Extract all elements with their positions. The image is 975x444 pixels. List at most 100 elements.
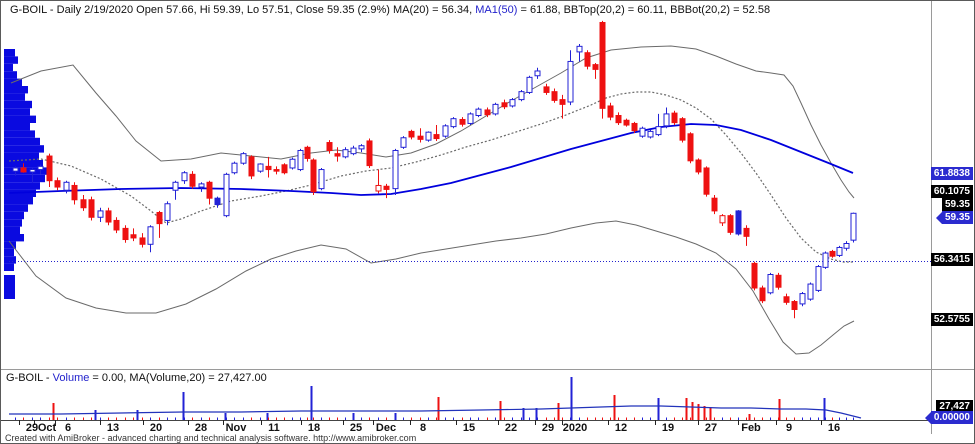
volume-by-price-bar: [4, 275, 15, 299]
value-axis-label: 61.8838: [930, 167, 973, 180]
volume-by-price-bar: [4, 226, 20, 234]
value-axis-label-text: 59.35: [941, 198, 973, 211]
candle-body: [289, 158, 296, 169]
volume-title-series: Volume: [52, 372, 90, 384]
candle-body: [130, 234, 137, 239]
title-bands-text: = 61.88, BBTop(20,2) = 60.11, BBBot(20,2…: [517, 4, 771, 16]
value-axis-label-text: 61.8838: [930, 167, 973, 180]
value-axis-label: 59.35: [941, 198, 973, 211]
candle-body: [719, 215, 726, 224]
x-axis-date-label: 2020: [562, 422, 588, 434]
volume-by-price-bar: [4, 204, 28, 212]
x-axis-date-label: 29: [25, 422, 39, 434]
candle-body: [576, 45, 583, 53]
volume-by-price-bar: [4, 145, 44, 153]
candle-body: [850, 212, 857, 241]
candle-body: [551, 91, 558, 101]
candle-body: [248, 156, 255, 177]
candle-body: [318, 169, 325, 190]
volume-by-price-bar: [4, 123, 30, 131]
candle-body: [655, 126, 662, 136]
bbbot-line: [8, 220, 855, 355]
x-axis-date-label: 15: [462, 422, 476, 434]
value-axis-label: 56.3415: [930, 253, 973, 266]
candle-body: [214, 197, 221, 206]
candle-body: [326, 142, 333, 151]
candle-body: [366, 140, 373, 167]
candle-body: [639, 127, 646, 137]
candle-body: [105, 210, 112, 223]
candle-body: [181, 172, 188, 182]
volume-title-symbol: G-BOIL -: [6, 372, 53, 384]
title-ma50-label: MA1(50): [475, 4, 518, 16]
candle-body: [607, 105, 614, 118]
x-axis-date-label: 16: [827, 422, 841, 434]
x-axis-date-label: Feb: [741, 422, 761, 434]
value-axis-label: 27,427: [936, 400, 973, 413]
x-axis-date-label: 12: [614, 422, 628, 434]
value-axis-label-text: 59.35: [941, 211, 973, 224]
volume-by-price-bar: [4, 211, 24, 220]
candle-body: [822, 252, 829, 268]
candle-body: [450, 118, 457, 128]
amibroker-credit-text: Created with AmiBroker - advanced charti…: [5, 433, 417, 443]
candle-body: [392, 149, 399, 190]
candle-body: [815, 266, 822, 291]
value-axis-label-text: 56.3415: [930, 253, 973, 266]
value-axis-label-text: 60.1075: [930, 185, 973, 198]
main-pane-title: G-BOIL - Daily 2/19/2020 Open 57.66, Hi …: [10, 4, 770, 16]
candle-body: [12, 167, 19, 172]
volume-by-price-bar: [4, 248, 14, 257]
candle-body: [526, 76, 533, 93]
ma50-line: [8, 123, 854, 196]
candle-body: [80, 199, 87, 209]
candle-body: [799, 293, 806, 305]
candle-body: [164, 203, 171, 221]
candle-body: [807, 283, 814, 300]
candle-body: [206, 181, 213, 199]
candle-body: [334, 153, 341, 157]
volume-by-price-bar: [4, 197, 33, 205]
volume-by-price-bar: [4, 56, 18, 64]
volume-by-price-bar: [4, 219, 22, 227]
candle-body: [139, 237, 146, 245]
candle-body: [703, 167, 710, 195]
candle-body: [122, 227, 129, 241]
candle-body: [501, 102, 508, 108]
candle-body: [257, 163, 264, 172]
x-axis-date-label: 8: [419, 422, 427, 434]
x-axis-date-label: 11: [268, 422, 280, 434]
candle-body: [492, 103, 499, 115]
volume-by-price-bar: [4, 63, 13, 72]
x-axis-date-label: 27: [704, 422, 718, 434]
volume-by-price-bar: [4, 263, 14, 271]
volume-pane-title: G-BOIL - Volume = 0.00, MA(Volume,20) = …: [6, 372, 267, 384]
candle-body: [231, 162, 238, 174]
candle-body: [631, 122, 638, 132]
candle-body: [71, 184, 78, 201]
candle-body: [29, 169, 36, 173]
candle-body: [156, 211, 163, 225]
candle-body: [829, 250, 836, 257]
x-axis-date-label: 9: [785, 422, 793, 434]
volume-by-price-bar: [4, 71, 17, 79]
title-ohlc-text: G-BOIL - Daily 2/19/2020 Open 57.66, Hi …: [10, 4, 476, 16]
candle-body: [727, 215, 734, 233]
candle-body: [623, 119, 630, 126]
candle-body: [113, 219, 120, 231]
volume-by-price-bar: [4, 49, 15, 57]
candle-body: [584, 52, 591, 67]
candle-body: [599, 21, 606, 109]
candle-body: [484, 109, 491, 116]
x-axis-date-label: 28: [194, 422, 208, 434]
value-axis-label: 52.5755: [930, 313, 973, 326]
candle-body: [711, 197, 718, 212]
x-axis-date-label: 22: [504, 422, 518, 434]
candle-body: [342, 149, 349, 158]
candle-body: [467, 113, 474, 124]
volume-by-price-bar: [4, 108, 30, 116]
candle-body: [304, 146, 311, 159]
candle-body: [37, 165, 44, 171]
candle-body: [615, 115, 622, 124]
